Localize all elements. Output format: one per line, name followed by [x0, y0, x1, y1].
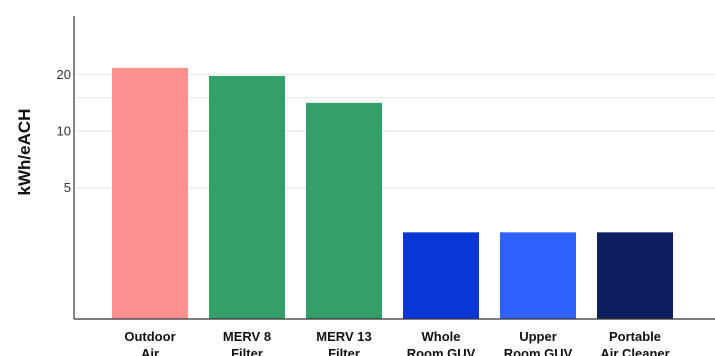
x-category-label: MERV 13 Filter: [316, 329, 371, 356]
y-tick-label: 10: [57, 124, 71, 139]
x-category-label: Portable Air Cleaner: [600, 329, 669, 356]
y-tick-labels: 5 10 20: [57, 67, 71, 195]
y-tick-label: 20: [57, 67, 71, 82]
y-axis-title: kWh/eACH: [15, 109, 34, 196]
bar: [597, 232, 673, 319]
bar: [209, 75, 285, 319]
x-category-labels: Outdoor Air MERV 8 Filter MERV 13 Filter Whole…: [124, 329, 669, 356]
bars: [112, 67, 673, 320]
x-category-label: Outdoor Air: [124, 329, 175, 356]
bar: [500, 232, 576, 319]
x-category-label: Whole Room GUV: [407, 329, 476, 356]
x-category-label: MERV 8 Filter: [223, 329, 271, 356]
x-category-label: Upper Room GUV: [504, 329, 573, 356]
bar: [112, 67, 188, 319]
bar: [306, 102, 382, 320]
y-tick-label: 5: [64, 180, 71, 195]
bar: [403, 232, 479, 319]
